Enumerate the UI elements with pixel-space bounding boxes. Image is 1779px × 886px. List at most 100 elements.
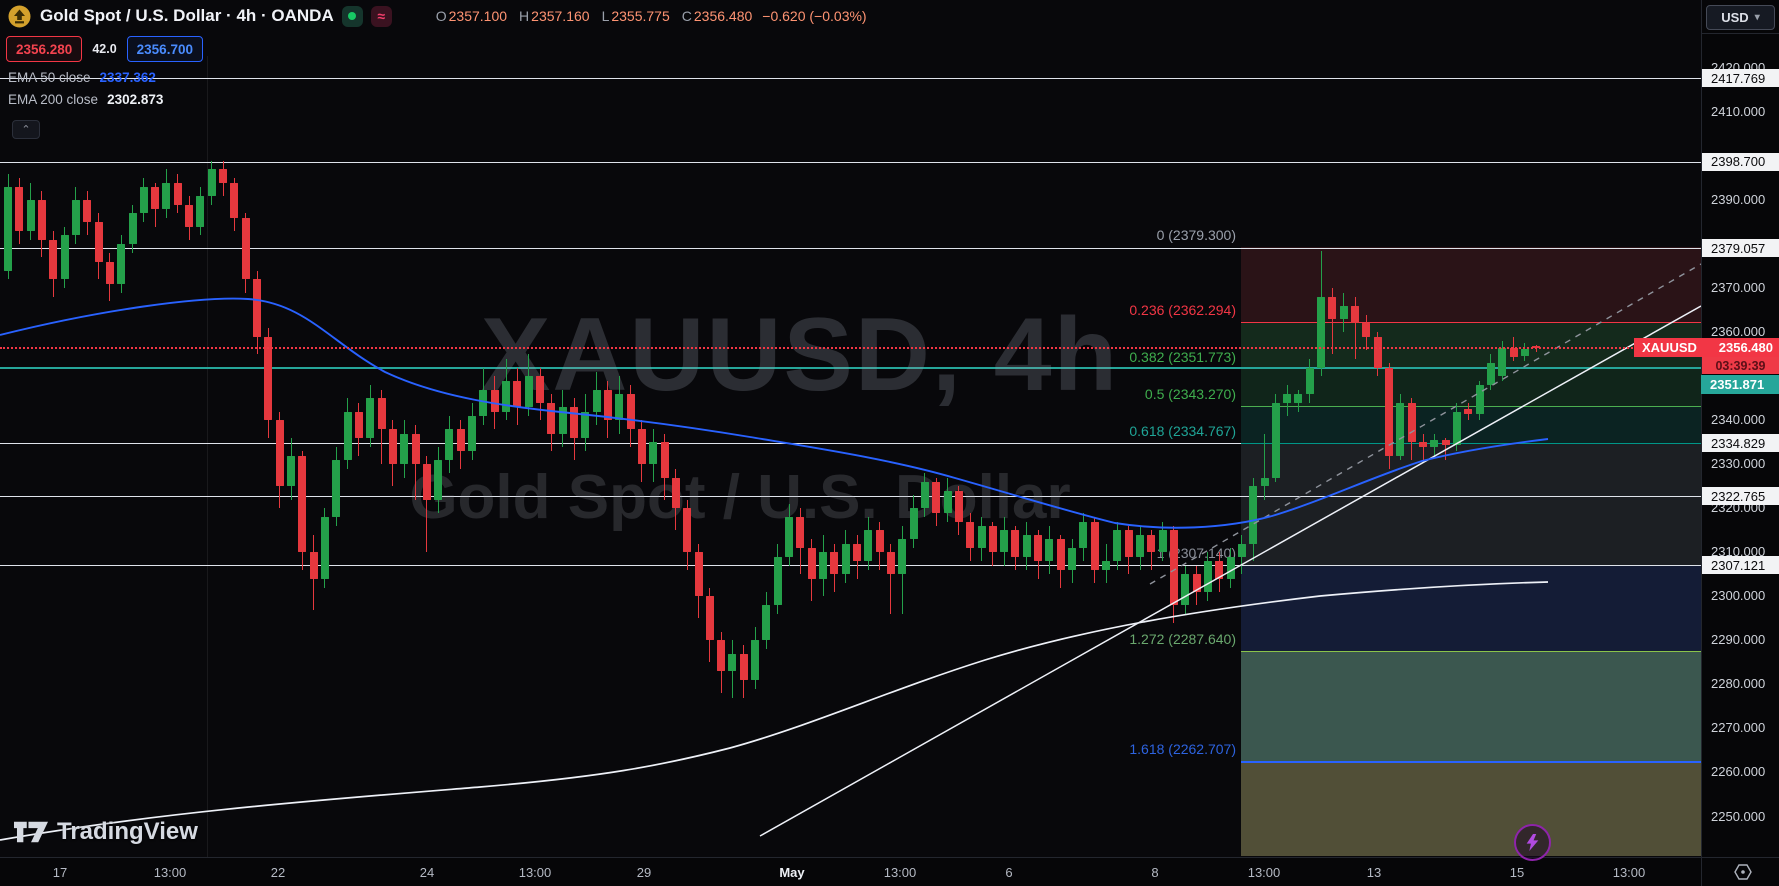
price-tick: 2360.000 bbox=[1711, 324, 1766, 340]
time-tick: 29 bbox=[636, 865, 652, 880]
candle-body bbox=[1430, 440, 1439, 447]
candle-body bbox=[275, 420, 284, 487]
time-axis[interactable]: 17 13:00 22 24 13:00 29 May 13:00 6 8 13:00 13 15 13:… bbox=[0, 857, 1779, 886]
candle-body bbox=[173, 182, 182, 205]
candle-body bbox=[15, 187, 24, 232]
time-tick: 13:00 bbox=[1247, 865, 1281, 880]
candle-body bbox=[558, 407, 567, 434]
ema200-legend-row[interactable]: EMA 200 close 2302.873 bbox=[8, 92, 163, 107]
candle-body bbox=[422, 464, 431, 500]
candle-body bbox=[1452, 411, 1461, 445]
chart-pane[interactable]: XAUUSD, 4h Gold Spot / U.S. Dollar 0 (23… bbox=[0, 0, 1701, 857]
price-line-label: 2398.700 bbox=[1702, 152, 1779, 171]
candle-body bbox=[253, 279, 262, 337]
candle-body bbox=[705, 596, 714, 641]
candle-body bbox=[1079, 521, 1088, 548]
candle-body bbox=[37, 200, 46, 240]
time-tick: 22 bbox=[270, 865, 286, 880]
candle-body bbox=[977, 525, 986, 548]
candle-body bbox=[1147, 534, 1156, 553]
candle-body bbox=[105, 261, 114, 284]
candle-body bbox=[343, 411, 352, 460]
candle-body bbox=[1237, 543, 1246, 557]
price-level-line[interactable] bbox=[0, 161, 1701, 163]
candle-body bbox=[309, 552, 318, 579]
time-axis-settings-icon[interactable] bbox=[1733, 863, 1753, 881]
candle-body bbox=[1351, 305, 1360, 324]
candle-body bbox=[1136, 534, 1144, 557]
candle-body bbox=[909, 508, 918, 540]
candle-body bbox=[1317, 297, 1326, 368]
candle-body bbox=[1192, 574, 1201, 592]
buy-price-button[interactable]: 2356.700 bbox=[126, 36, 203, 62]
price-line-label: 2307.121 bbox=[1702, 556, 1779, 575]
candle-body bbox=[954, 490, 963, 522]
candle-body bbox=[83, 200, 92, 223]
current-price-line bbox=[0, 346, 1701, 349]
candle-body bbox=[547, 402, 556, 434]
price-axis[interactable]: 2420.000 2410.000 2390.000 2370.000 2360.000… bbox=[1701, 0, 1779, 857]
instant-trading-button[interactable] bbox=[1514, 824, 1551, 861]
teal-level-label: 2351.871 bbox=[1701, 375, 1779, 394]
candle-body bbox=[1102, 561, 1111, 570]
candle-body bbox=[264, 336, 273, 421]
legend-collapse-button[interactable]: ⌃ bbox=[12, 120, 40, 139]
market-open-icon[interactable] bbox=[341, 5, 363, 27]
change-value: −0.620 (−0.03%) bbox=[762, 8, 867, 24]
candle-body bbox=[1385, 367, 1394, 456]
currency-dropdown[interactable]: USD ▾ bbox=[1706, 5, 1775, 30]
price-level-line[interactable] bbox=[0, 248, 1701, 250]
symbol-title[interactable]: Gold Spot / U.S. Dollar · 4h · OANDA bbox=[40, 6, 334, 25]
time-tick: 13 bbox=[1366, 865, 1382, 880]
gold-coin-icon[interactable] bbox=[8, 5, 31, 28]
candle-body bbox=[1407, 402, 1416, 443]
candle-body bbox=[1158, 530, 1167, 553]
candle-body bbox=[694, 552, 703, 597]
candle-body bbox=[1068, 547, 1077, 570]
price-tick: 2310.000 bbox=[1711, 544, 1766, 560]
candle-body bbox=[1339, 305, 1348, 320]
candle-body bbox=[1362, 323, 1371, 337]
price-tick: 2340.000 bbox=[1711, 412, 1766, 428]
candle-body bbox=[1249, 486, 1258, 544]
candle-body bbox=[502, 380, 511, 412]
price-tick: 2290.000 bbox=[1711, 632, 1766, 648]
candle-body bbox=[162, 182, 171, 210]
tradingview-logo[interactable]: TradingView bbox=[14, 818, 198, 846]
candle-body bbox=[920, 481, 929, 509]
candle-body bbox=[1486, 363, 1495, 386]
high-value: 2357.160 bbox=[531, 8, 590, 24]
price-line-label: 2379.057 bbox=[1702, 239, 1779, 258]
time-tick: 13:00 bbox=[883, 865, 917, 880]
candle-body bbox=[807, 547, 816, 579]
price-level-line[interactable] bbox=[0, 78, 1701, 79]
candle-body bbox=[773, 556, 782, 606]
candle-body bbox=[332, 459, 341, 518]
ema50-legend-row[interactable]: EMA 50 close 2337.362 bbox=[8, 70, 163, 85]
symbol-header: Gold Spot / U.S. Dollar · 4h · OANDA ≈ O… bbox=[8, 3, 867, 29]
price-line-label: 2334.829 bbox=[1702, 434, 1779, 453]
candle-body bbox=[400, 433, 409, 465]
tradingview-wordmark: TradingView bbox=[57, 818, 198, 845]
ema200-value: 2302.873 bbox=[107, 92, 164, 107]
price-tick: 2330.000 bbox=[1711, 456, 1766, 472]
delayed-data-icon[interactable]: ≈ bbox=[370, 5, 392, 27]
candle-body bbox=[241, 217, 250, 280]
ema50-value: 2337.362 bbox=[99, 70, 156, 85]
ema50-label: EMA 50 close bbox=[8, 70, 91, 85]
candle-body bbox=[377, 398, 386, 430]
low-label: L bbox=[601, 8, 610, 24]
candle-body bbox=[411, 433, 420, 465]
candle-body bbox=[1373, 336, 1382, 368]
candle-body bbox=[1056, 539, 1065, 570]
sell-price-button[interactable]: 2356.280 bbox=[6, 36, 83, 62]
candle-body bbox=[785, 517, 794, 557]
candle-body bbox=[626, 393, 635, 430]
candle-body bbox=[1000, 530, 1009, 553]
candle-body bbox=[128, 213, 137, 245]
candle-body bbox=[185, 204, 194, 227]
time-tick: 6 bbox=[1005, 865, 1013, 880]
ticker-tag: XAUUSD bbox=[1642, 340, 1697, 355]
lightning-icon bbox=[1526, 834, 1539, 851]
